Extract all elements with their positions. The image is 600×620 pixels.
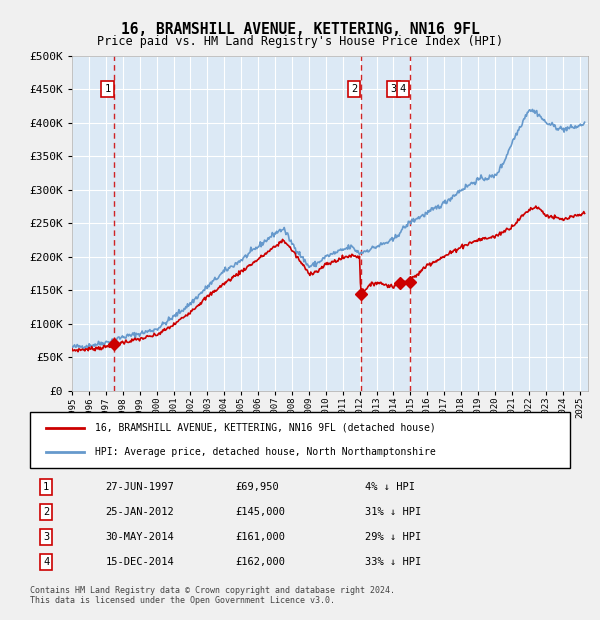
Text: 2: 2 (43, 507, 49, 517)
Text: £161,000: £161,000 (235, 532, 285, 542)
Text: 30-MAY-2014: 30-MAY-2014 (106, 532, 175, 542)
Text: 4% ↓ HPI: 4% ↓ HPI (365, 482, 415, 492)
Text: 1: 1 (104, 84, 110, 94)
Text: 31% ↓ HPI: 31% ↓ HPI (365, 507, 421, 517)
Text: 29% ↓ HPI: 29% ↓ HPI (365, 532, 421, 542)
Text: 33% ↓ HPI: 33% ↓ HPI (365, 557, 421, 567)
Text: £69,950: £69,950 (235, 482, 279, 492)
Text: 15-DEC-2014: 15-DEC-2014 (106, 557, 175, 567)
FancyBboxPatch shape (30, 412, 570, 468)
Text: £145,000: £145,000 (235, 507, 285, 517)
Text: 3: 3 (391, 84, 397, 94)
Text: HPI: Average price, detached house, North Northamptonshire: HPI: Average price, detached house, Nort… (95, 448, 436, 458)
Text: £162,000: £162,000 (235, 557, 285, 567)
Text: 16, BRAMSHILL AVENUE, KETTERING, NN16 9FL (detached house): 16, BRAMSHILL AVENUE, KETTERING, NN16 9F… (95, 423, 436, 433)
Text: 2: 2 (351, 84, 357, 94)
Text: 4: 4 (400, 84, 406, 94)
Text: Contains HM Land Registry data © Crown copyright and database right 2024.
This d: Contains HM Land Registry data © Crown c… (30, 586, 395, 605)
Text: Price paid vs. HM Land Registry's House Price Index (HPI): Price paid vs. HM Land Registry's House … (97, 35, 503, 48)
Text: 27-JUN-1997: 27-JUN-1997 (106, 482, 175, 492)
Text: 3: 3 (43, 532, 49, 542)
Text: 25-JAN-2012: 25-JAN-2012 (106, 507, 175, 517)
Text: 16, BRAMSHILL AVENUE, KETTERING, NN16 9FL: 16, BRAMSHILL AVENUE, KETTERING, NN16 9F… (121, 22, 479, 37)
Text: 1: 1 (43, 482, 49, 492)
Text: 4: 4 (43, 557, 49, 567)
